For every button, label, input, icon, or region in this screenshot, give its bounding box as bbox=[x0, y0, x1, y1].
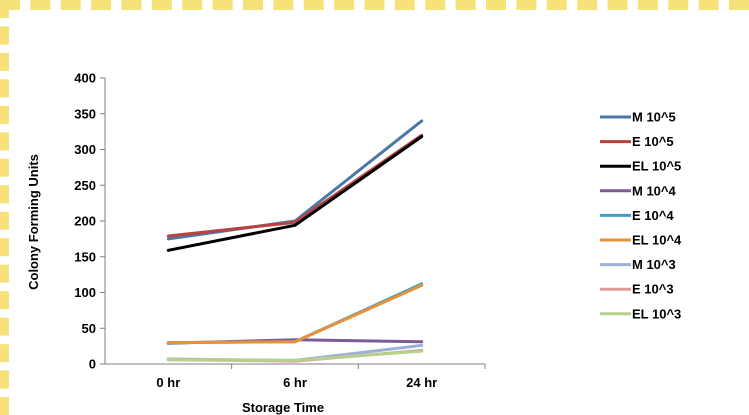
x-tick-label: 6 hr bbox=[283, 375, 307, 390]
y-tick-label: 100 bbox=[74, 285, 96, 300]
x-tick-label: 24 hr bbox=[406, 375, 437, 390]
y-tick-label: 300 bbox=[74, 142, 96, 157]
legend-label-7: E 10^3 bbox=[632, 282, 674, 297]
legend-label-4: E 10^4 bbox=[632, 208, 674, 223]
legend: M 10^5 E 10^5 EL 10^5 M 10^4 E 10^4 EL 10^4 M … bbox=[600, 110, 682, 321]
series-line-2 bbox=[166, 135, 424, 252]
x-tick-labels: 0 hr 6 hr 24 hr bbox=[156, 364, 486, 390]
series-line-5 bbox=[166, 283, 424, 345]
y-tick-labels: 0 50 100 150 200 250 300 350 400 bbox=[74, 71, 105, 372]
legend-label-8: EL 10^3 bbox=[632, 306, 681, 321]
y-tick-label: 50 bbox=[82, 321, 96, 336]
legend-label-6: M 10^3 bbox=[632, 257, 676, 272]
legend-label-2: EL 10^5 bbox=[632, 159, 681, 174]
x-axis-title: Storage Time bbox=[242, 400, 324, 415]
x-tick-label: 0 hr bbox=[156, 375, 180, 390]
series-line-1 bbox=[166, 133, 424, 238]
y-tick-label: 200 bbox=[74, 214, 96, 229]
series-line-8 bbox=[166, 349, 424, 362]
y-tick-label: 350 bbox=[74, 106, 96, 121]
legend-label-3: M 10^4 bbox=[632, 183, 676, 198]
legend-label-0: M 10^5 bbox=[632, 110, 676, 125]
y-tick-label: 0 bbox=[89, 357, 96, 372]
y-axis-title: Colony Forming Units bbox=[26, 154, 41, 290]
y-tick-label: 250 bbox=[74, 178, 96, 193]
series-lines bbox=[166, 119, 424, 363]
y-tick-label: 400 bbox=[74, 71, 96, 86]
legend-label-1: E 10^5 bbox=[632, 134, 674, 149]
y-tick-label: 150 bbox=[74, 249, 96, 264]
legend-label-5: EL 10^4 bbox=[632, 233, 682, 248]
series-line-4 bbox=[166, 282, 424, 345]
